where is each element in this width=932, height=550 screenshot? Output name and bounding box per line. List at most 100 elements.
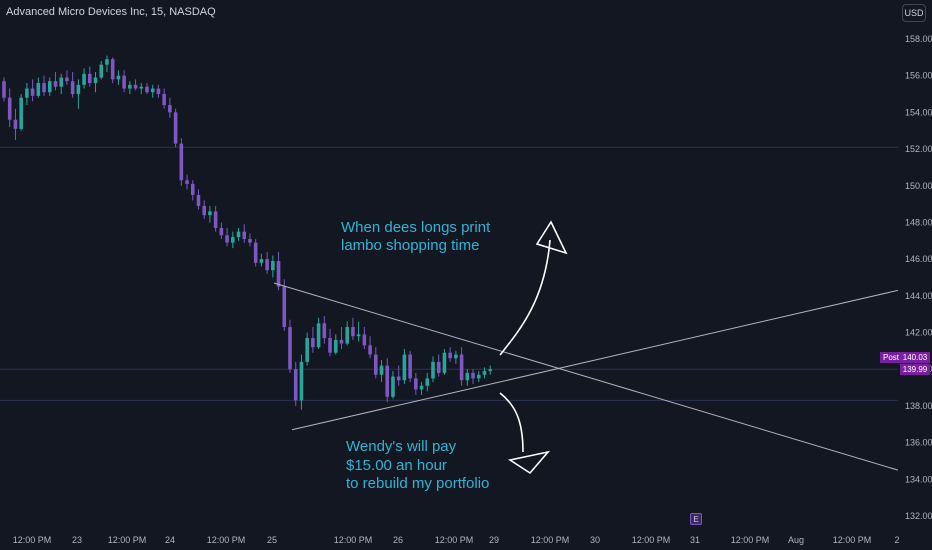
candle-body-51	[293, 369, 298, 401]
candle-body-61	[351, 327, 355, 337]
candle-body-36	[208, 211, 212, 216]
candle-body-63	[362, 334, 367, 346]
candle-body-13	[76, 84, 81, 95]
up-arrow-curve	[499, 239, 551, 356]
candle-body-9	[53, 81, 58, 87]
candle-body-39	[225, 235, 229, 243]
candle-body-28	[162, 94, 166, 106]
annotation-2-line-2: $15.00 an hour	[346, 457, 447, 474]
y-tick-label-10: 152.00	[905, 144, 932, 154]
candle-body-44	[253, 242, 258, 263]
annotation-1: When dees longs print lambo shopping tim…	[341, 219, 491, 254]
last-price-label: 139.99	[900, 364, 930, 375]
post-price-label: 140.03	[900, 352, 930, 363]
candle-body-64	[368, 345, 372, 355]
x-tick-label-3: 24	[165, 535, 175, 545]
candle-body-73	[419, 385, 424, 390]
y-tick-label-2: 136.00	[905, 438, 932, 448]
earnings-badge[interactable]: E	[690, 513, 702, 525]
y-tick-label-8: 148.00	[905, 217, 932, 227]
annotation-1-line-2: lambo shopping time	[341, 237, 479, 254]
candle-body-70	[402, 354, 407, 381]
candle-body-59	[339, 339, 344, 344]
candle-body-33	[190, 183, 195, 195]
annotation-2-line-3: to rebuild my portfolio	[346, 475, 489, 492]
candle-body-26	[150, 88, 155, 93]
candle-body-40	[231, 237, 235, 243]
annotation-1-line-1: When dees longs print	[341, 219, 491, 236]
candle-body-81	[465, 372, 470, 381]
candle-body-15	[88, 73, 92, 84]
x-tick-label-7: 26	[393, 535, 403, 545]
y-tick-label-11: 154.00	[905, 107, 932, 117]
candle-body-4	[25, 88, 29, 98]
candle-body-58	[333, 339, 338, 353]
candle-body-76	[436, 361, 441, 373]
candle-body-32	[185, 180, 189, 184]
candle-body-57	[328, 338, 332, 353]
candle-body-65	[374, 354, 378, 375]
candle-body-24	[139, 86, 144, 89]
candle-body-66	[379, 365, 384, 375]
candle-body-84	[482, 371, 487, 375]
annotation-2-line-1: Wendy's will pay	[346, 438, 457, 455]
candle-body-50	[288, 327, 292, 370]
candle-body-55	[316, 323, 321, 348]
x-tick-label-17: 2	[894, 535, 899, 545]
candle-body-71	[408, 354, 412, 379]
candle-body-83	[476, 374, 481, 379]
x-tick-label-0: 12:00 PM	[13, 535, 52, 545]
annotation-2: Wendy's will pay $15.00 an hour to rebui…	[346, 438, 489, 492]
candle-body-43	[248, 238, 252, 243]
y-tick-label-5: 142.00	[905, 328, 932, 338]
candle-body-16	[93, 77, 98, 84]
horizontal-levels	[0, 146, 898, 401]
currency-button[interactable]: USD	[902, 4, 926, 22]
x-tick-label-4: 12:00 PM	[207, 535, 246, 545]
trendline-descending	[273, 282, 899, 471]
candle-body-27	[156, 88, 161, 95]
x-tick-label-5: 25	[267, 535, 277, 545]
candle-body-18	[105, 59, 109, 65]
candle-body-0	[2, 81, 6, 98]
candle-body-74	[425, 378, 430, 386]
candle-body-1	[7, 97, 12, 120]
candle-body-21	[122, 75, 126, 89]
symbol-title[interactable]: Advanced Micro Devices Inc, 15, NASDAQ	[6, 6, 216, 18]
x-tick-label-2: 12:00 PM	[108, 535, 147, 545]
time-axis[interactable]: 12:00 PM 23 12:00 PM 24 12:00 PM 25 12:00 PM 26…	[13, 535, 900, 545]
x-tick-label-14: 12:00 PM	[731, 535, 770, 545]
candle-body-75	[431, 361, 435, 379]
candle-body-48	[276, 260, 281, 287]
candle-body-49	[282, 286, 287, 328]
x-tick-label-16: 12:00 PM	[833, 535, 872, 545]
x-tick-label-6: 12:00 PM	[334, 535, 373, 545]
y-tick-label-3: 138.00	[905, 401, 932, 411]
price-axis[interactable]: 132.00134.00136.00138.00140.00142.00144.…	[905, 34, 932, 521]
candle-body-80	[459, 354, 464, 381]
x-tick-label-9: 29	[489, 535, 499, 545]
candle-body-29	[168, 105, 172, 113]
x-tick-label-11: 30	[590, 535, 600, 545]
down-arrowhead	[507, 450, 551, 475]
candle-body-7	[42, 83, 46, 93]
candle-body-5	[30, 88, 35, 96]
x-tick-label-1: 23	[72, 535, 82, 545]
candle-body-8	[47, 81, 52, 93]
candle-body-47	[271, 260, 275, 271]
candle-body-79	[454, 354, 458, 359]
candle-body-34	[196, 194, 201, 206]
candle-body-42	[242, 231, 247, 239]
candle-body-78	[448, 352, 452, 359]
candle-body-69	[396, 376, 401, 381]
trendlines	[273, 282, 899, 471]
x-tick-label-13: 31	[690, 535, 700, 545]
y-tick-label-6: 144.00	[905, 291, 932, 301]
candle-body-2	[13, 119, 18, 129]
y-tick-label-1: 134.00	[905, 474, 932, 484]
candlestick-series	[2, 55, 492, 410]
down-arrow-curve	[499, 392, 524, 453]
candle-body-14	[82, 73, 86, 85]
candle-body-56	[322, 323, 327, 339]
